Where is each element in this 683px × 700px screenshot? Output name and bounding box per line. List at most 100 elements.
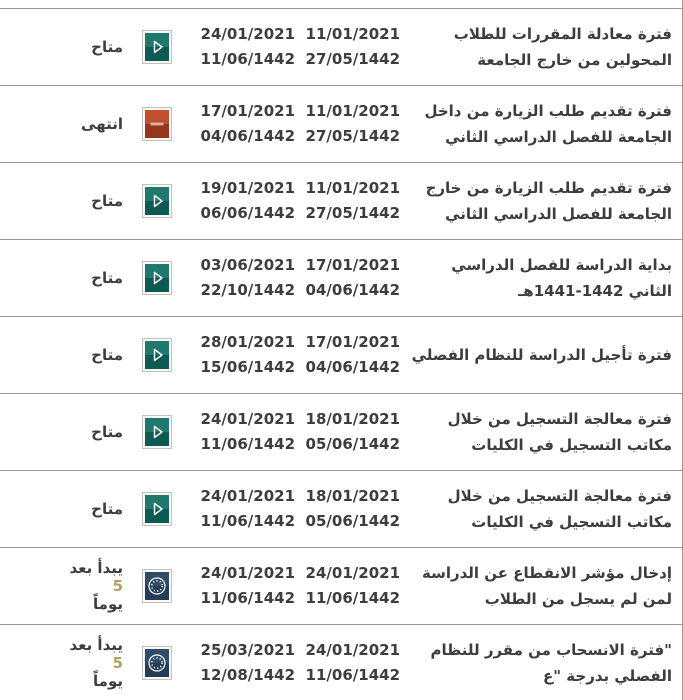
end-date-hijri: 15/06/1442 [200, 358, 295, 376]
status-icon-face [144, 495, 169, 523]
calendar-row: فترة تأجيل الدراسة للنظام الفصلي 17/01/2… [0, 316, 682, 393]
status-icon-cell [128, 625, 185, 700]
end-date: 28/01/2021 15/06/1442 [185, 317, 295, 393]
start-date: 24/01/2021 11/06/1442 [295, 625, 400, 700]
status-icon-face [144, 572, 169, 600]
start-date-gregorian: 17/01/2021 [305, 333, 400, 351]
status-label: متاح [0, 9, 128, 85]
end-date-hijri: 12/08/1442 [200, 666, 295, 684]
start-date-hijri: 11/06/1442 [305, 589, 400, 607]
end-date: 24/01/2021 11/06/1442 [185, 9, 295, 85]
end-date: 03/06/2021 22/10/1442 [185, 240, 295, 316]
status-label: يبدأ بعد 5 يوماً [0, 548, 128, 624]
status-icon-face [144, 187, 169, 215]
end-date: 24/01/2021 11/06/1442 [185, 394, 295, 470]
status-icon-cell [128, 163, 185, 239]
clock-icon [147, 577, 166, 595]
end-date-gregorian: 19/01/2021 [200, 179, 295, 197]
status-label: متاح [0, 240, 128, 316]
status-icon-cell [128, 240, 185, 316]
end-date-hijri: 06/06/1442 [200, 204, 295, 222]
status-label: متاح [0, 471, 128, 547]
start-date-hijri: 04/06/1442 [305, 281, 400, 299]
status-icon-button[interactable] [141, 338, 172, 372]
status-icon-button[interactable] [141, 569, 172, 603]
start-date-hijri: 27/05/1442 [305, 204, 400, 222]
status-text: انتهى [81, 115, 123, 133]
end-date-hijri: 22/10/1442 [200, 281, 295, 299]
status-text: يوماً [93, 595, 123, 613]
start-date-gregorian: 11/01/2021 [305, 179, 400, 197]
status-icon-face [144, 110, 169, 138]
play-icon [153, 425, 163, 439]
play-icon [153, 271, 163, 285]
status-icon-button[interactable] [141, 30, 172, 64]
calendar-row: فترة تقديم طلب الزيارة من خارج الجامعة ل… [0, 162, 682, 239]
end-date-gregorian: 24/01/2021 [200, 487, 295, 505]
status-icon-face [144, 418, 169, 446]
status-icon-cell [128, 394, 185, 470]
status-text: متاح [91, 346, 123, 364]
status-icon-cell [128, 548, 185, 624]
status-text: يبدأ بعد [69, 636, 123, 654]
status-text: متاح [91, 500, 123, 518]
status-icon-cell [128, 9, 185, 85]
status-icon-face [144, 341, 169, 369]
start-date-gregorian: 11/01/2021 [305, 102, 400, 120]
start-date-gregorian: 17/01/2021 [305, 256, 400, 274]
start-date: 11/01/2021 27/05/1442 [295, 163, 400, 239]
end-date: 19/01/2021 06/06/1442 [185, 163, 295, 239]
calendar-row: فترة معالجة التسجيل من خلال مكاتب التسجي… [0, 393, 682, 470]
start-date-gregorian: 24/01/2021 [305, 564, 400, 582]
end-date-hijri: 11/06/1442 [200, 435, 295, 453]
start-date: 18/01/2021 05/06/1442 [295, 471, 400, 547]
status-label: متاح [0, 317, 128, 393]
end-date-gregorian: 25/03/2021 [200, 641, 295, 659]
start-date: 17/01/2021 04/06/1442 [295, 317, 400, 393]
status-icon-button[interactable] [141, 184, 172, 218]
status-label: متاح [0, 394, 128, 470]
status-icon-face [144, 33, 169, 61]
minus-icon [150, 122, 163, 126]
period-title: فترة معادلة المقررات للطلاب المحولين من … [453, 25, 672, 69]
calendar-row: فترة معادلة المقررات للطلاب المحولين من … [0, 8, 682, 85]
end-date-hijri: 11/06/1442 [200, 589, 295, 607]
status-text: متاح [91, 38, 123, 56]
status-label: يبدأ بعد 5 يوماً [0, 625, 128, 700]
period-title: فترة تقديم طلب الزيارة من خارج الجامعة ل… [425, 179, 672, 223]
start-date-hijri: 27/05/1442 [305, 127, 400, 145]
calendar-row: "فترة الانسحاب من مقرر للنظام الفصلي بدر… [0, 624, 682, 700]
calendar-row: فترة معالجة التسجيل من خلال مكاتب التسجي… [0, 470, 682, 547]
end-date-hijri: 11/06/1442 [200, 50, 295, 68]
status-icon-cell [128, 86, 185, 162]
start-date-hijri: 27/05/1442 [305, 50, 400, 68]
status-icon-cell [128, 471, 185, 547]
calendar-row: إدخال مؤشر الانقطاع عن الدراسة لمن لم يس… [0, 547, 682, 624]
end-date-gregorian: 28/01/2021 [200, 333, 295, 351]
status-icon-button[interactable] [141, 415, 172, 449]
end-date: 24/01/2021 11/06/1442 [185, 471, 295, 547]
status-text: يوماً [93, 672, 123, 690]
play-icon [153, 40, 163, 54]
status-icon-face [144, 649, 169, 677]
status-icon-face [144, 264, 169, 292]
days-count: 5 [112, 577, 123, 595]
start-date-hijri: 11/06/1442 [305, 666, 400, 684]
end-date: 17/01/2021 04/06/1442 [185, 86, 295, 162]
status-icon-button[interactable] [141, 107, 172, 141]
status-icon-button[interactable] [141, 646, 172, 680]
end-date-gregorian: 24/01/2021 [200, 410, 295, 428]
status-icon-button[interactable] [141, 492, 172, 526]
status-label: متاح [0, 163, 128, 239]
end-date-gregorian: 03/06/2021 [200, 256, 295, 274]
calendar-row: فترة تقديم طلب الزيارة من داخل الجامعة ل… [0, 85, 682, 162]
status-label: انتهى [0, 86, 128, 162]
start-date: 17/01/2021 04/06/1442 [295, 240, 400, 316]
end-date-gregorian: 24/01/2021 [200, 25, 295, 43]
start-date-gregorian: 18/01/2021 [305, 487, 400, 505]
start-date-gregorian: 24/01/2021 [305, 641, 400, 659]
start-date: 11/01/2021 27/05/1442 [295, 86, 400, 162]
status-icon-button[interactable] [141, 261, 172, 295]
status-text: يبدأ بعد [69, 559, 123, 577]
